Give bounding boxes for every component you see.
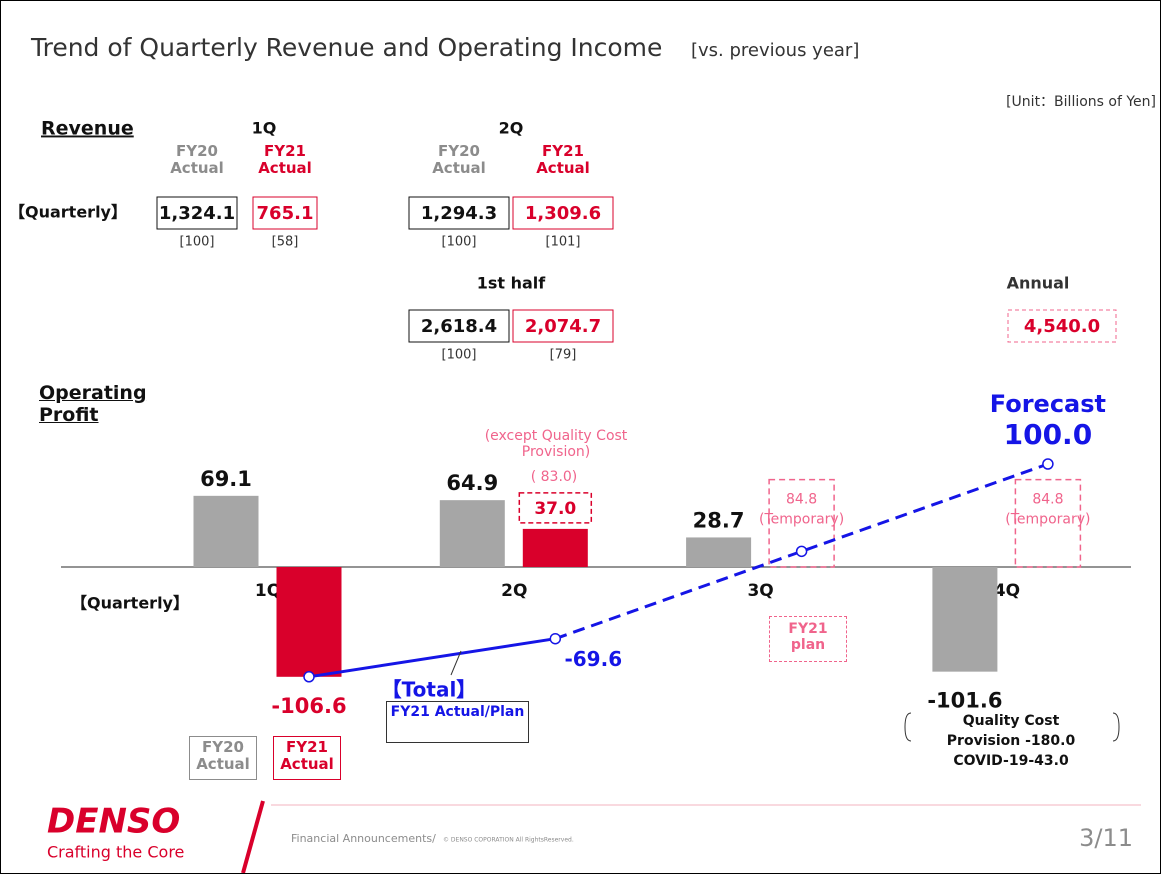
legend-box: FY20 Actual (189, 736, 257, 780)
label-box (518, 492, 593, 524)
total-point (549, 632, 562, 645)
total-point (1042, 458, 1054, 470)
title-suffix: [vs. previous year] (691, 40, 859, 61)
revenue-index: [100] (442, 235, 477, 250)
page-number: 3/11 (1079, 824, 1133, 852)
bar-note: (Temporary) (1005, 512, 1090, 528)
value-label: 84.8 (786, 492, 817, 508)
value-box (156, 196, 238, 230)
copyright: © DENSO COPORATION All RightsReserved. (443, 837, 574, 844)
category-label: 4Q (994, 581, 1020, 601)
axis-label: 【Quarterly】 (71, 594, 189, 613)
total-point (795, 545, 808, 558)
value-label: 69.1 (200, 467, 252, 491)
row-label: 【Quarterly】 (9, 203, 127, 222)
bracket (904, 712, 912, 742)
bar-note: (Temporary) (759, 512, 844, 528)
annual-label: Annual (1007, 274, 1070, 293)
note-line: COVID-19-43.0 (953, 753, 1069, 769)
revenue-value: 1,294.3 (421, 203, 497, 224)
total-point (303, 671, 315, 683)
value-label: 84.8 (1032, 492, 1063, 508)
bar (768, 478, 835, 568)
line-legend-name: 【Total】 (382, 678, 477, 702)
category-label: 2Q (501, 581, 527, 601)
value-label: -101.6 (927, 689, 1002, 713)
bar (1014, 478, 1082, 568)
logo-slash (241, 800, 265, 873)
group-name: 2Q (499, 119, 524, 138)
bar (522, 528, 588, 567)
footer-text: Financial Announcements/ (291, 832, 436, 845)
forecast-label: Forecast (990, 390, 1106, 418)
value-box (512, 309, 614, 343)
revenue-index: [58] (272, 235, 299, 250)
logo: DENSO (47, 802, 180, 842)
value-label: -106.6 (271, 694, 346, 718)
category-label: 1Q (255, 581, 281, 601)
revenue-label: Revenue (41, 118, 134, 140)
annotation-value: ( 83.0) (531, 469, 578, 485)
annual-value: 4,540.0 (1024, 316, 1100, 337)
value-label: 64.9 (446, 471, 498, 495)
group-name: 1st half (477, 274, 547, 293)
revenue-value: 2,618.4 (421, 316, 497, 337)
line-value-label: -69.6 (564, 647, 622, 671)
line-value-label: 100.0 (1004, 418, 1093, 451)
value-label: 28.7 (693, 508, 745, 532)
value-box (408, 196, 510, 230)
legend-box: FY21 Actual (273, 736, 341, 780)
revenue-value: 765.1 (257, 203, 314, 224)
unit: [Unit：Billions of Yen] (1006, 94, 1156, 110)
revenue-value: 1,324.1 (159, 203, 235, 224)
bar (193, 495, 259, 567)
tagline: Crafting the Core (47, 843, 184, 862)
annotation: (except Quality Cost Provision) (484, 428, 628, 461)
value-box (512, 196, 614, 230)
total-line (554, 462, 1049, 641)
bar (932, 567, 998, 672)
bar (686, 537, 752, 567)
connector (450, 650, 462, 676)
value-box (252, 196, 318, 230)
total-line (308, 637, 556, 679)
revenue-value: 2,074.7 (525, 316, 601, 337)
category-label: 3Q (747, 581, 773, 601)
bar (439, 500, 505, 567)
note-line: Quality Cost (963, 713, 1060, 729)
column-header: FY20 Actual (170, 142, 224, 178)
column-header: FY21 Actual (258, 142, 312, 178)
group-name: 1Q (252, 119, 277, 138)
revenue-index: [101] (546, 235, 581, 250)
revenue-index: [100] (180, 235, 215, 250)
revenue-index: [100] (442, 348, 477, 363)
revenue-value: 1,309.6 (525, 203, 601, 224)
value-box (408, 309, 510, 343)
bracket (1112, 712, 1120, 742)
value-label: 37.0 (534, 499, 576, 519)
title: Trend of Quarterly Revenue and Operating… (30, 33, 662, 62)
legend-box: FY21 plan (769, 616, 847, 662)
note-line: Provision -180.0 (947, 733, 1076, 749)
bar (276, 567, 342, 677)
revenue-index: [79] (550, 348, 577, 363)
column-header: FY20 Actual (432, 142, 486, 178)
line-legend-box: FY21 Actual/Plan (386, 701, 529, 743)
column-header: FY21 Actual (536, 142, 590, 178)
chart-title: Operating Profit (39, 382, 147, 426)
